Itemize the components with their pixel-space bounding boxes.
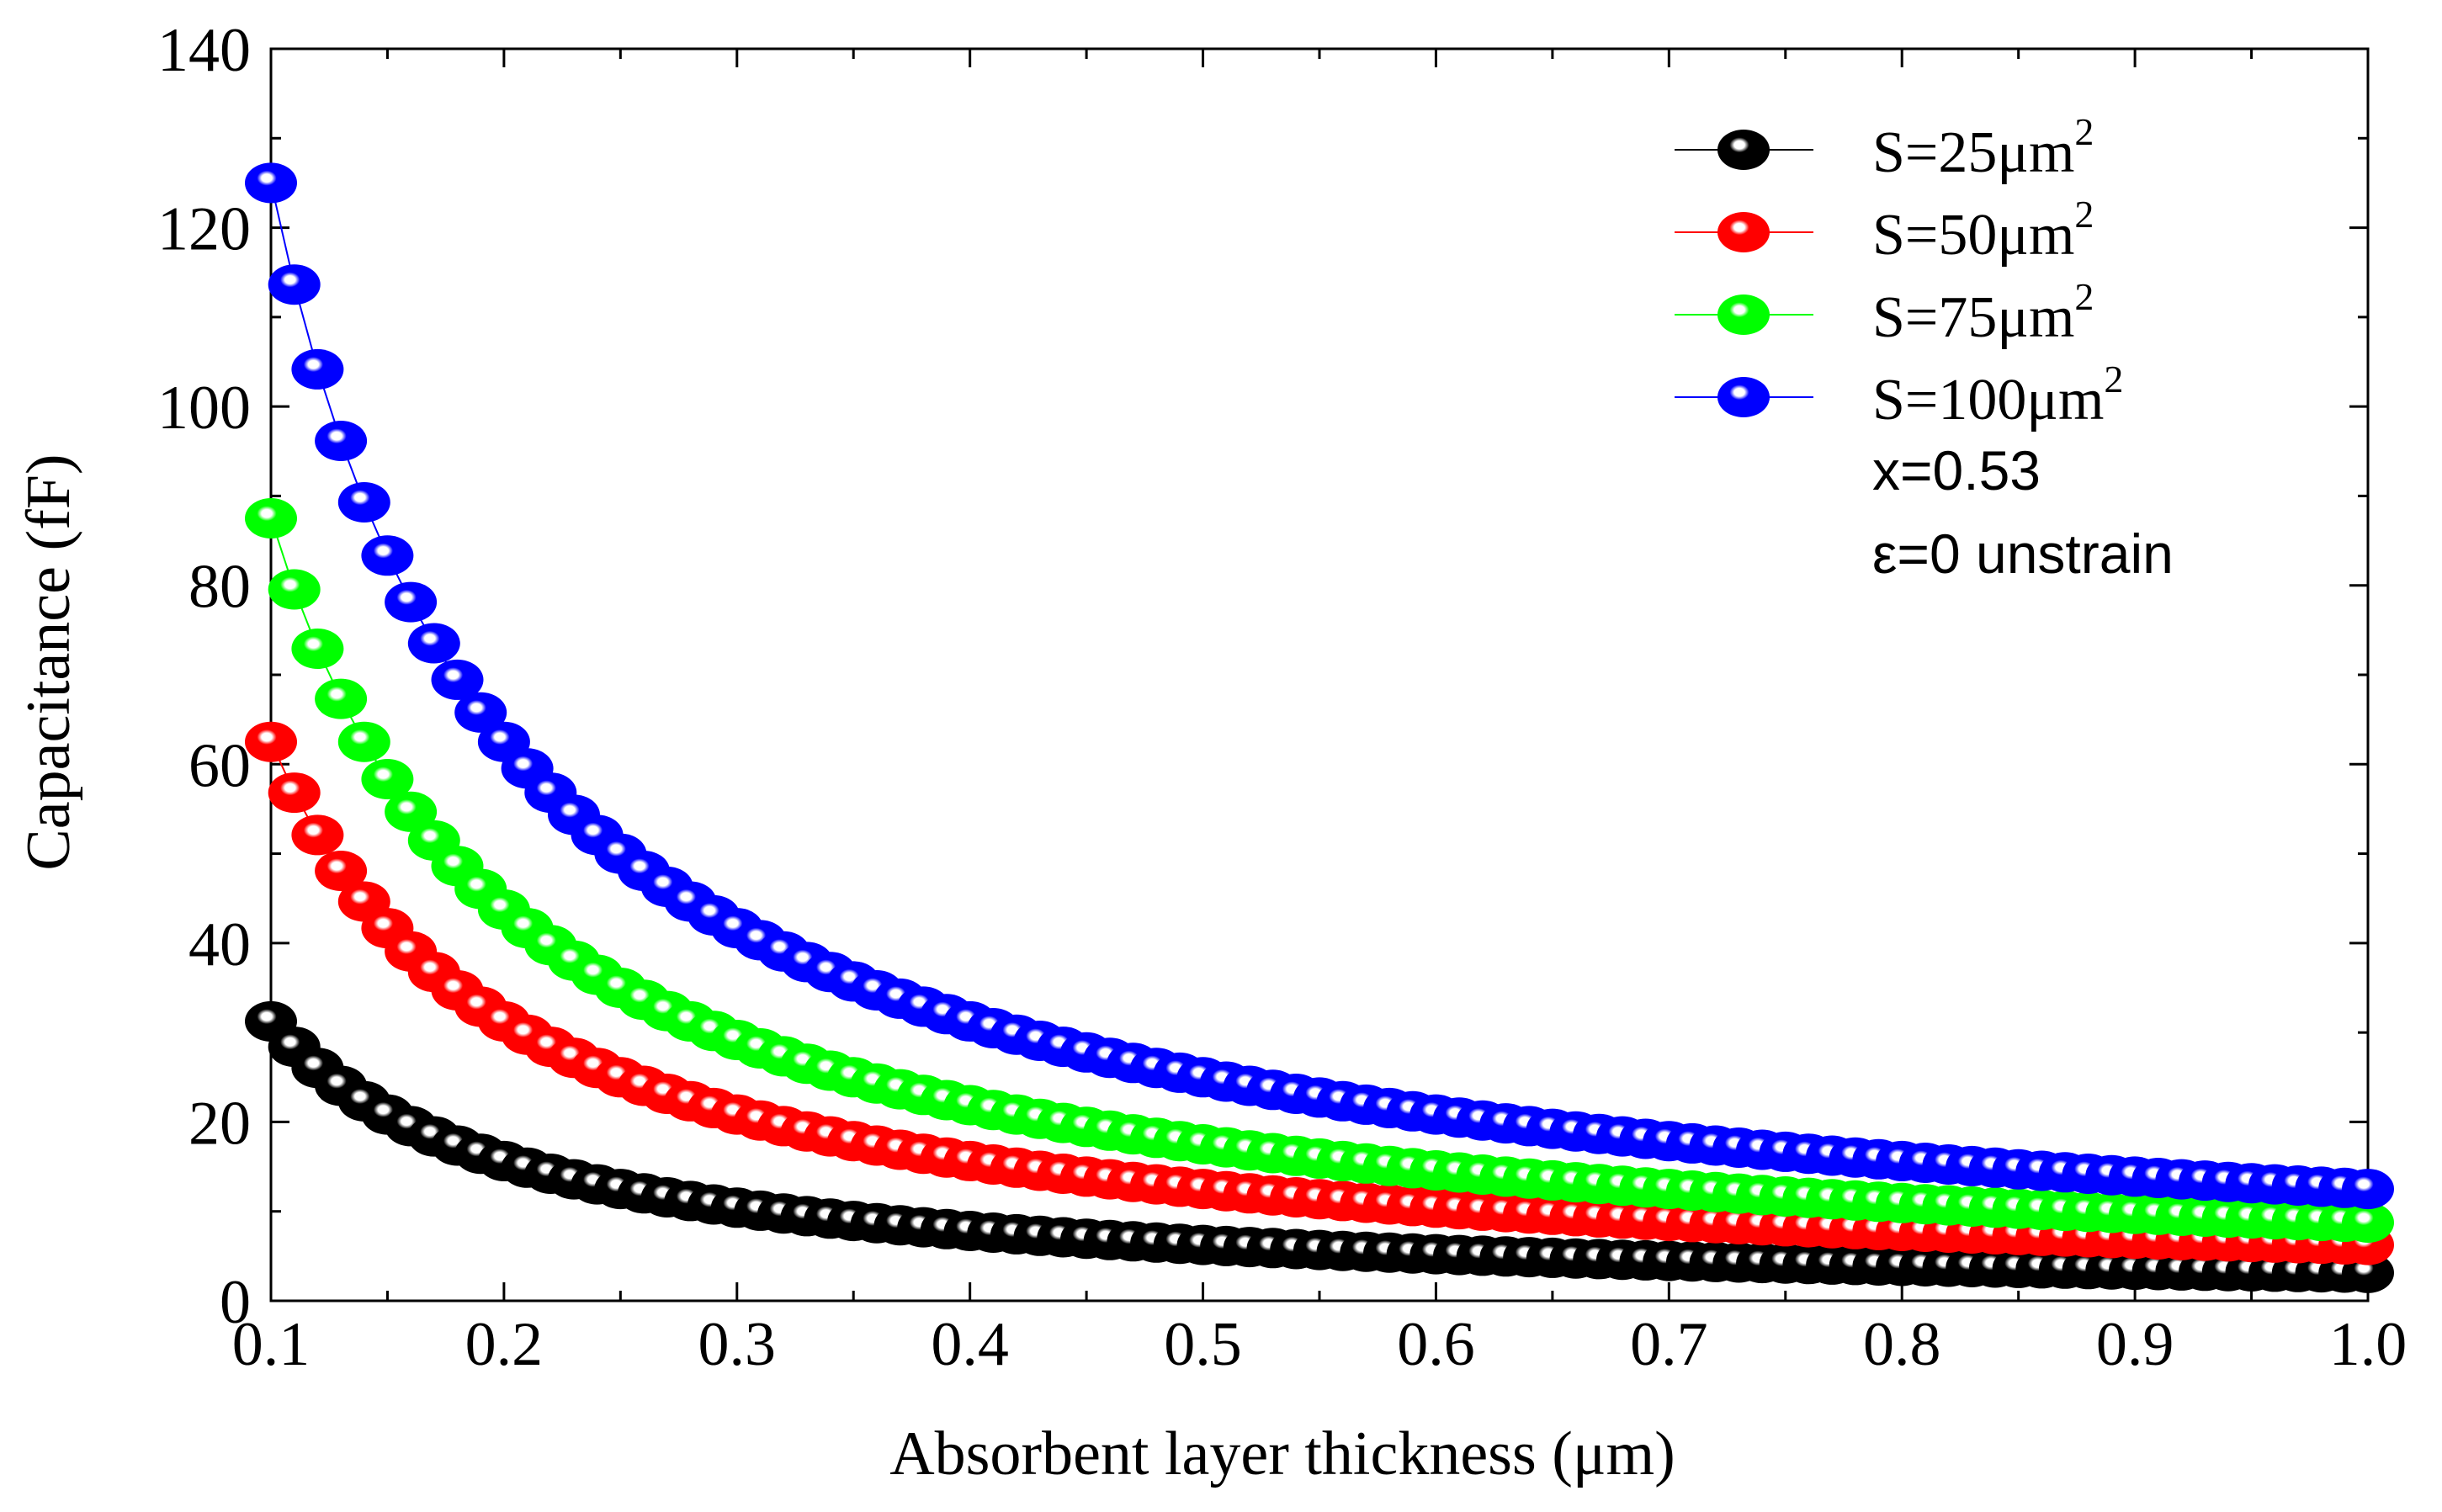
data-point: [291, 814, 344, 856]
data-point: [454, 692, 507, 733]
x-tick-label: 0.6: [1397, 1310, 1475, 1379]
series-4: [245, 162, 2394, 1210]
x-axis-title: Absorbent layer thickness (μm): [889, 1419, 1675, 1488]
legend-item: S=100μm2: [1675, 358, 2123, 432]
data-point: [291, 629, 344, 669]
data-point: [431, 659, 484, 700]
legend-marker: [1717, 294, 1770, 335]
y-tick-label: 140: [157, 16, 251, 85]
data-point: [2342, 1169, 2394, 1210]
data-point: [315, 851, 368, 891]
series-2: [245, 721, 2394, 1265]
y-tick-label: 60: [188, 731, 251, 800]
data-point: [361, 535, 414, 576]
y-tick-label: 100: [157, 374, 251, 443]
x-tick-label: 0.7: [1630, 1310, 1708, 1379]
y-tick-label: 120: [157, 195, 251, 264]
legend-marker: [1717, 377, 1770, 417]
data-point: [2342, 1202, 2394, 1243]
annotation-x-fraction: x=0.53: [1872, 439, 2041, 501]
y-tick-label: 20: [188, 1089, 251, 1158]
data-point: [385, 581, 438, 623]
legend-label: S=100μm2: [1872, 358, 2123, 432]
data-point: [245, 498, 297, 538]
annotation-strain: ε=0 unstrain: [1872, 523, 2174, 585]
legend-label: S=75μm2: [1872, 275, 2094, 350]
legend-label-sup: 2: [2074, 275, 2094, 318]
y-axis-title: Capacitance (fF): [14, 454, 83, 870]
legend-label: S=50μm2: [1872, 193, 2094, 268]
data-point: [315, 421, 368, 461]
legend-label-sup: 2: [2104, 358, 2123, 401]
y-tick-label: 0: [220, 1268, 251, 1337]
data-point: [291, 348, 344, 390]
legend-label: S=25μm2: [1872, 110, 2094, 185]
y-tick-label: 80: [188, 553, 251, 622]
x-tick-label: 0.2: [465, 1310, 544, 1379]
data-point: [385, 791, 438, 832]
x-tick-label: 0.1: [232, 1310, 311, 1379]
x-tick-label: 0.9: [2096, 1310, 2174, 1379]
legend-marker: [1717, 130, 1770, 170]
x-tick-label: 1.0: [2329, 1310, 2407, 1379]
x-tick-label: 0.3: [698, 1310, 777, 1379]
legend-item: S=75μm2: [1675, 275, 2094, 350]
legend-label-sup: 2: [2074, 110, 2094, 153]
x-tick-label: 0.8: [1863, 1310, 1941, 1379]
data-point: [245, 162, 297, 204]
legend-marker: [1717, 212, 1770, 252]
x-tick-label: 0.5: [1164, 1310, 1242, 1379]
axes: 0.1 0.2 0.3 0.4 0.5 0.6 0.7 0.8 0.9 1.0 0 20 40 60 80 1…: [157, 16, 2407, 1379]
data-point: [268, 569, 321, 610]
data-point: [337, 482, 390, 523]
legend-label-sup: 2: [2074, 193, 2094, 236]
series-3: [245, 498, 2394, 1243]
legend-item: S=50μm2: [1675, 193, 2094, 268]
series-layer: [245, 162, 2394, 1293]
x-tick-label: 0.4: [931, 1310, 1009, 1379]
data-point: [268, 264, 321, 305]
data-point: [337, 721, 390, 762]
data-point: [315, 678, 368, 719]
data-point: [407, 623, 460, 664]
data-point: [361, 759, 414, 799]
legend-item: S=25μm2: [1675, 110, 2094, 185]
data-point: [245, 721, 297, 762]
data-point: [268, 772, 321, 814]
series-1: [245, 1000, 2394, 1293]
y-tick-label: 40: [188, 910, 251, 979]
